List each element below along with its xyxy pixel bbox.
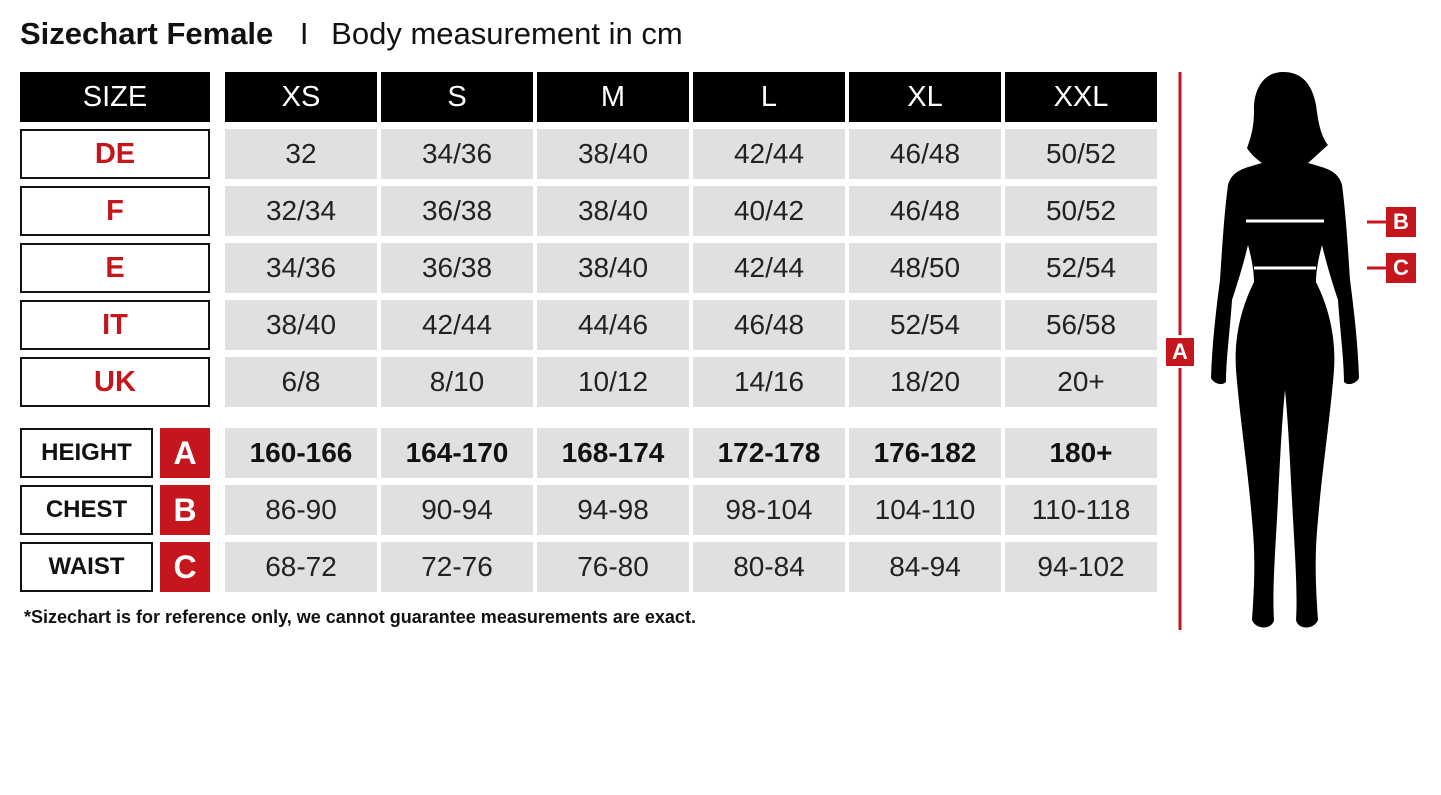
table-cell: 52/54 (1005, 243, 1157, 293)
table-cell: 72-76 (381, 542, 533, 592)
size-header-xxl: XXL (1005, 72, 1157, 122)
table-cell: 94-102 (1005, 542, 1157, 592)
table-cell: 44/46 (537, 300, 689, 350)
row-label-e: E (20, 243, 210, 293)
table-cell: 38/40 (537, 129, 689, 179)
table-cell: 180+ (1005, 428, 1157, 478)
table-cell: 42/44 (693, 243, 845, 293)
table-cell: 34/36 (225, 243, 377, 293)
table-cell: 68-72 (225, 542, 377, 592)
table-cell: 8/10 (381, 357, 533, 407)
waist-tag: C (1386, 253, 1416, 283)
row-label-de: DE (20, 129, 210, 179)
title-bold: Sizechart Female (20, 16, 274, 51)
size-header-s: S (381, 72, 533, 122)
row-label-f: F (20, 186, 210, 236)
measurement-key-badge: B (160, 485, 210, 535)
size-header-l: L (693, 72, 845, 122)
table-cell: 84-94 (849, 542, 1001, 592)
row-label-uk: UK (20, 357, 210, 407)
measurement-key-badge: A (160, 428, 210, 478)
table-cell: 18/20 (849, 357, 1001, 407)
size-header-m: M (537, 72, 689, 122)
table-cell: 104-110 (849, 485, 1001, 535)
table-cell: 42/44 (693, 129, 845, 179)
table-cell: 168-174 (537, 428, 689, 478)
table-cell: 110-118 (1005, 485, 1157, 535)
table-cell: 56/58 (1005, 300, 1157, 350)
page-title: Sizechart Female I Body measurement in c… (20, 16, 683, 52)
title-subtitle: Body measurement in cm (331, 16, 683, 51)
size-header-xs: XS (225, 72, 377, 122)
row-label-height: HEIGHT (20, 428, 153, 478)
table-cell: 50/52 (1005, 186, 1157, 236)
height-tag: A (1166, 338, 1194, 366)
row-label-waist: WAIST (20, 542, 153, 592)
table-cell: 172-178 (693, 428, 845, 478)
table-cell: 14/16 (693, 357, 845, 407)
table-cell: 90-94 (381, 485, 533, 535)
title-separator: I (299, 16, 309, 51)
size-header-xl: XL (849, 72, 1001, 122)
silhouette-body (1211, 72, 1359, 628)
table-cell: 34/36 (381, 129, 533, 179)
table-cell: 6/8 (225, 357, 377, 407)
table-cell: 38/40 (225, 300, 377, 350)
chest-tag: B (1386, 207, 1416, 237)
row-label-chest: CHEST (20, 485, 153, 535)
table-cell: 94-98 (537, 485, 689, 535)
table-cell: 36/38 (381, 186, 533, 236)
footnote: *Sizechart is for reference only, we can… (24, 607, 696, 627)
size-header-label: SIZE (20, 72, 210, 122)
table-cell: 46/48 (693, 300, 845, 350)
table-cell: 38/40 (537, 186, 689, 236)
table-cell: 10/12 (537, 357, 689, 407)
female-silhouette-icon (1178, 72, 1386, 630)
table-cell: 32/34 (225, 186, 377, 236)
table-cell: 76-80 (537, 542, 689, 592)
table-cell: 46/48 (849, 186, 1001, 236)
table-cell: 48/50 (849, 243, 1001, 293)
table-cell: 46/48 (849, 129, 1001, 179)
table-cell: 160-166 (225, 428, 377, 478)
table-cell: 52/54 (849, 300, 1001, 350)
table-cell: 164-170 (381, 428, 533, 478)
table-cell: 38/40 (537, 243, 689, 293)
table-cell: 80-84 (693, 542, 845, 592)
table-cell: 42/44 (381, 300, 533, 350)
row-label-it: IT (20, 300, 210, 350)
table-cell: 40/42 (693, 186, 845, 236)
table-cell: 20+ (1005, 357, 1157, 407)
table-cell: 50/52 (1005, 129, 1157, 179)
table-cell: 98-104 (693, 485, 845, 535)
table-cell: 32 (225, 129, 377, 179)
table-cell: 86-90 (225, 485, 377, 535)
measurement-key-badge: C (160, 542, 210, 592)
table-cell: 36/38 (381, 243, 533, 293)
table-cell: 176-182 (849, 428, 1001, 478)
